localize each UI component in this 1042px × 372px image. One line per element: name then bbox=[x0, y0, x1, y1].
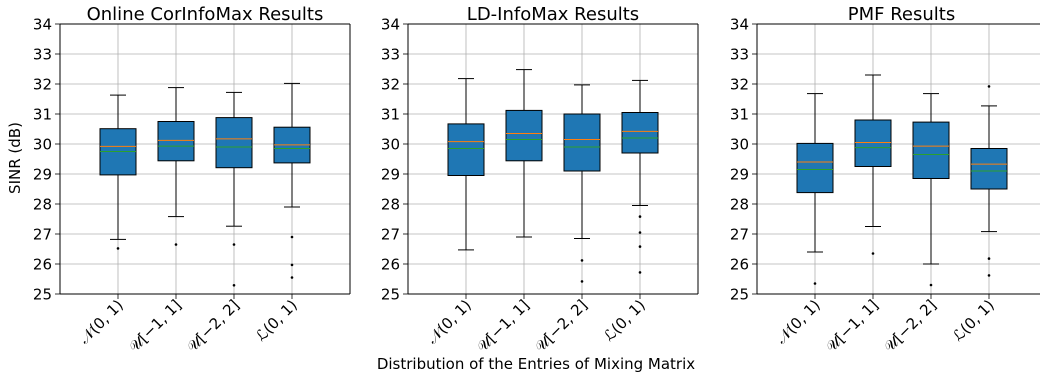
y-tick-label: 28 bbox=[730, 196, 749, 214]
y-tick-label: 31 bbox=[381, 106, 400, 124]
y-tick-label: 28 bbox=[381, 196, 400, 214]
outlier-point bbox=[638, 271, 642, 274]
outlier-point bbox=[638, 215, 642, 218]
chart-title: Online CorInfoMax Results bbox=[87, 4, 324, 25]
y-tick-label: 32 bbox=[381, 76, 400, 94]
box-iqr bbox=[854, 119, 892, 167]
y-tick-label: 34 bbox=[730, 16, 749, 34]
y-tick-label: 33 bbox=[730, 46, 749, 64]
box-3 bbox=[563, 84, 601, 283]
y-tick-label: 25 bbox=[730, 286, 749, 304]
outlier-point bbox=[638, 231, 642, 234]
chart-panel-2: 25 26 27 28 29 30 31 32 33 34 𝒩(0, 1)𝒰[−1, 1]𝒰[−2,… bbox=[381, 4, 699, 356]
box-iqr bbox=[912, 121, 950, 179]
box-1 bbox=[796, 93, 834, 285]
box-1 bbox=[99, 94, 137, 250]
y-tick-label: 31 bbox=[730, 106, 749, 124]
outlier-point bbox=[232, 243, 236, 246]
outlier-point bbox=[232, 284, 236, 287]
y-tick-label: 29 bbox=[381, 166, 400, 184]
x-tick-label: 𝒩(0, 1) bbox=[423, 296, 474, 347]
x-tick-label: 𝒰[−2, 2] bbox=[183, 296, 243, 356]
chart-title: LD-InfoMax Results bbox=[467, 4, 639, 25]
y-tick-label: 34 bbox=[381, 16, 400, 34]
x-tick-label: 𝒩(0, 1) bbox=[772, 296, 823, 347]
y-tick-label: 25 bbox=[33, 286, 52, 304]
x-axis-label: Distribution of the Entries of Mixing Ma… bbox=[377, 355, 695, 372]
y-tick-label: 32 bbox=[730, 76, 749, 94]
chart-panel-3: 25 26 27 28 29 30 31 32 33 34 𝒩(0, 1)𝒰[−1, 1]𝒰[−2,… bbox=[730, 4, 1040, 356]
y-tick-label: 29 bbox=[33, 166, 52, 184]
y-tick-label: 30 bbox=[33, 136, 52, 154]
y-tick-label: 26 bbox=[730, 256, 749, 274]
x-tick-label: ℒ(0, 1) bbox=[252, 296, 301, 345]
y-tick-label: 27 bbox=[33, 226, 52, 244]
box-iqr bbox=[505, 109, 543, 162]
box-1 bbox=[447, 78, 485, 251]
outlier-point bbox=[929, 283, 933, 287]
outlier-point bbox=[987, 257, 991, 260]
box-4 bbox=[273, 82, 311, 279]
y-tick-label: 29 bbox=[730, 166, 749, 184]
outlier-point bbox=[116, 247, 120, 250]
x-tick-label: 𝒰[−1, 1] bbox=[473, 296, 533, 356]
outlier-point bbox=[987, 85, 991, 88]
outlier-point bbox=[290, 263, 294, 267]
x-tick-label: ℒ(0, 1) bbox=[600, 296, 649, 345]
box-4 bbox=[970, 85, 1008, 277]
y-tick-label: 28 bbox=[33, 196, 52, 214]
x-tick-label: 𝒰[−1, 1] bbox=[822, 296, 882, 356]
chart-panel-1: 25 26 27 28 29 30 31 32 33 34 𝒩(0, 1)𝒰[−1, 1]𝒰[−2,… bbox=[33, 4, 351, 356]
box-2 bbox=[157, 87, 195, 246]
box-iqr bbox=[621, 112, 659, 154]
x-tick-label: ℒ(0, 1) bbox=[949, 296, 998, 345]
y-tick-label: 30 bbox=[381, 136, 400, 154]
x-tick-label: 𝒰[−2, 2] bbox=[531, 296, 591, 356]
box-3 bbox=[912, 93, 950, 287]
y-tick-label: 33 bbox=[33, 46, 52, 64]
box-iqr bbox=[157, 121, 195, 162]
outlier-point bbox=[813, 282, 817, 285]
box-iqr bbox=[447, 123, 485, 176]
box-iqr bbox=[215, 117, 253, 169]
y-tick-label: 25 bbox=[381, 286, 400, 304]
box-iqr bbox=[563, 113, 601, 172]
y-tick-label: 27 bbox=[381, 226, 400, 244]
outlier-point bbox=[638, 245, 642, 248]
y-tick-label: 34 bbox=[33, 16, 52, 34]
y-tick-label: 26 bbox=[381, 256, 400, 274]
outlier-point bbox=[290, 235, 294, 239]
outlier-point bbox=[290, 276, 294, 279]
box-4 bbox=[621, 79, 659, 274]
x-tick-label: 𝒰[−2, 2] bbox=[880, 296, 940, 356]
outlier-point bbox=[174, 243, 178, 246]
outlier-point bbox=[580, 280, 584, 283]
box-iqr bbox=[970, 148, 1008, 190]
y-tick-label: 26 bbox=[33, 256, 52, 274]
box-iqr bbox=[796, 142, 834, 194]
box-3 bbox=[215, 91, 253, 287]
y-tick-label: 31 bbox=[33, 106, 52, 124]
y-tick-label: 32 bbox=[33, 76, 52, 94]
outlier-point bbox=[987, 274, 991, 277]
y-axis-label: SINR (dB) bbox=[6, 122, 24, 194]
outlier-point bbox=[871, 252, 875, 255]
x-tick-label: 𝒩(0, 1) bbox=[75, 296, 126, 347]
y-tick-label: 27 bbox=[730, 226, 749, 244]
box-2 bbox=[505, 69, 543, 238]
y-tick-label: 30 bbox=[730, 136, 749, 154]
y-tick-label: 33 bbox=[381, 46, 400, 64]
box-2 bbox=[854, 74, 892, 255]
x-tick-label: 𝒰[−1, 1] bbox=[125, 296, 185, 356]
outlier-point bbox=[580, 259, 584, 262]
chart-title: PMF Results bbox=[848, 4, 955, 25]
